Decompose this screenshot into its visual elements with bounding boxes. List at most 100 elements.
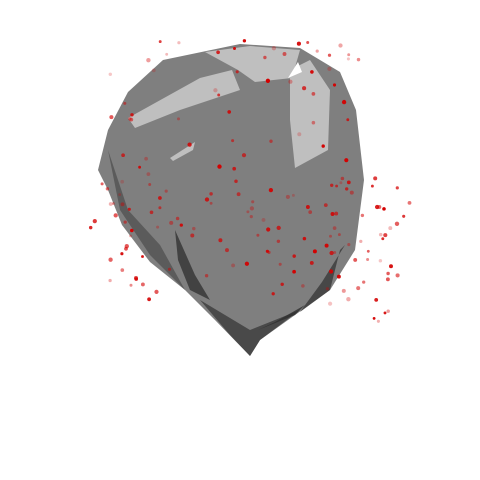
point: [292, 254, 296, 258]
point: [306, 41, 310, 44]
point: [378, 259, 383, 263]
point: [120, 179, 125, 184]
point: [129, 117, 134, 122]
point: [332, 83, 337, 87]
point: [297, 132, 302, 137]
point: [156, 225, 160, 229]
point: [177, 117, 180, 121]
point: [346, 118, 350, 122]
point: [231, 263, 236, 268]
point: [263, 55, 267, 60]
point: [120, 268, 125, 272]
point: [108, 257, 113, 262]
point: [344, 158, 349, 163]
point: [158, 40, 162, 44]
point: [109, 115, 114, 120]
point: [251, 200, 255, 204]
point: [301, 284, 305, 288]
point: [158, 206, 162, 210]
point: [227, 110, 232, 114]
point: [192, 226, 196, 231]
point: [374, 204, 380, 210]
point: [146, 172, 151, 177]
point: [324, 243, 329, 248]
point: [385, 277, 390, 282]
point: [269, 139, 273, 143]
point: [88, 225, 93, 230]
point: [395, 273, 400, 278]
point: [362, 280, 366, 284]
point: [370, 184, 374, 188]
point: [347, 53, 351, 57]
point: [151, 68, 156, 73]
point: [383, 233, 388, 238]
point: [124, 246, 128, 251]
point: [244, 261, 250, 266]
point: [395, 186, 399, 190]
point: [359, 239, 363, 244]
point: [241, 153, 247, 158]
point: [234, 179, 238, 184]
point: [315, 49, 319, 53]
point: [325, 287, 330, 291]
point: [296, 41, 301, 46]
point: [328, 269, 334, 274]
point: [372, 316, 376, 320]
point: [256, 233, 260, 237]
point: [128, 117, 132, 121]
point: [130, 113, 134, 117]
point: [335, 184, 339, 188]
point: [217, 93, 221, 97]
point: [276, 239, 281, 244]
point: [340, 176, 345, 181]
point: [330, 183, 334, 187]
point: [339, 181, 343, 185]
mesh-highlight-small: [170, 142, 195, 161]
point: [309, 260, 314, 265]
point-cloud: [88, 39, 412, 323]
point: [333, 251, 337, 254]
point: [278, 262, 282, 266]
point: [140, 282, 145, 287]
point: [328, 301, 333, 306]
point: [266, 227, 271, 232]
point: [158, 196, 162, 200]
point: [321, 144, 325, 148]
point: [127, 207, 131, 211]
point: [129, 234, 132, 238]
point: [288, 79, 293, 84]
point: [108, 72, 113, 77]
point: [376, 319, 380, 323]
point: [312, 249, 317, 254]
point: [130, 228, 134, 233]
point: [144, 156, 148, 161]
point: [246, 210, 250, 214]
point: [268, 187, 274, 193]
point: [113, 213, 118, 218]
point: [346, 297, 351, 302]
point: [374, 298, 379, 302]
point: [134, 277, 138, 281]
point: [382, 207, 386, 211]
point: [249, 214, 253, 219]
point: [148, 183, 152, 186]
point: [310, 70, 314, 74]
point: [356, 286, 361, 291]
point: [209, 201, 213, 205]
point: [334, 211, 339, 216]
point: [177, 41, 181, 45]
point: [346, 57, 350, 61]
point: [265, 78, 271, 83]
point: [366, 249, 370, 253]
point: [100, 182, 104, 186]
point: [327, 66, 332, 71]
point: [280, 282, 284, 287]
point: [231, 139, 235, 143]
point: [233, 47, 236, 50]
point: [330, 212, 335, 216]
point: [236, 192, 241, 197]
point: [225, 248, 229, 253]
point: [179, 223, 183, 227]
point: [305, 205, 310, 209]
point: [209, 192, 213, 196]
